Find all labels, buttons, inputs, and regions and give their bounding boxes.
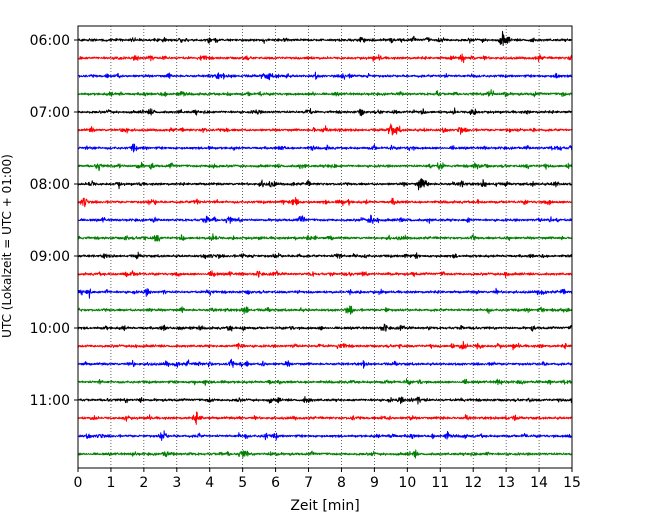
x-tick-label: 0 (74, 475, 83, 491)
trace-line (77, 378, 573, 386)
y-tick-label: 09:00 (30, 249, 70, 265)
y-axis-ticks: 06:00 07:00 08:00 09:00 10:00 11:00 (30, 33, 78, 409)
x-tick-label: 7 (304, 475, 313, 491)
trace-line (77, 323, 573, 332)
x-tick-label: 9 (370, 475, 379, 491)
y-tick-label: 06:00 (30, 33, 70, 49)
trace-line (77, 233, 573, 242)
trace-line (77, 53, 573, 64)
grid-lines (110, 26, 540, 468)
trace-line (77, 89, 573, 98)
trace-line (77, 251, 573, 260)
x-tick-label: 14 (530, 475, 548, 491)
trace-line (77, 30, 573, 46)
x-axis-ticks: 0 1 2 3 4 5 6 7 8 9 10 11 12 13 14 15 (74, 468, 581, 491)
x-tick-label: 6 (271, 475, 280, 491)
plot-frame (77, 25, 573, 469)
trace-line (77, 305, 573, 315)
trace-line (77, 270, 573, 279)
trace-line (77, 123, 573, 136)
trace-line (77, 449, 573, 459)
x-tick-label: 5 (238, 475, 247, 491)
trace-line (77, 143, 573, 153)
y-tick-label: 07:00 (30, 105, 70, 121)
trace-series (77, 30, 573, 459)
trace-line (77, 196, 573, 208)
trace-line (77, 396, 573, 405)
x-tick-label: 11 (431, 475, 449, 491)
x-tick-label: 13 (497, 475, 515, 491)
trace-line (77, 358, 573, 369)
x-tick-label: 2 (139, 475, 148, 491)
trace-line (77, 340, 573, 351)
y-tick-label: 08:00 (30, 177, 70, 193)
trace-line (77, 430, 573, 441)
trace-line (77, 107, 573, 117)
trace-line (77, 214, 573, 224)
y-tick-label: 10:00 (30, 321, 70, 337)
x-tick-label: 4 (205, 475, 214, 491)
x-tick-label: 10 (398, 475, 416, 491)
x-tick-label: 12 (464, 475, 482, 491)
y-tick-label: 11:00 (30, 393, 70, 409)
x-tick-label: 3 (172, 475, 181, 491)
trace-line (77, 178, 573, 191)
trace-line (77, 161, 573, 172)
x-tick-label: 15 (563, 475, 581, 491)
y-axis-label: UTC (Lokalzeit = UTC + 01:00) (0, 154, 14, 338)
trace-line (77, 71, 573, 81)
x-tick-label: 8 (337, 475, 346, 491)
x-tick-label: 1 (106, 475, 115, 491)
x-axis-label: Zeit [min] (290, 498, 359, 514)
trace-line (77, 287, 573, 299)
trace-line (77, 411, 573, 425)
